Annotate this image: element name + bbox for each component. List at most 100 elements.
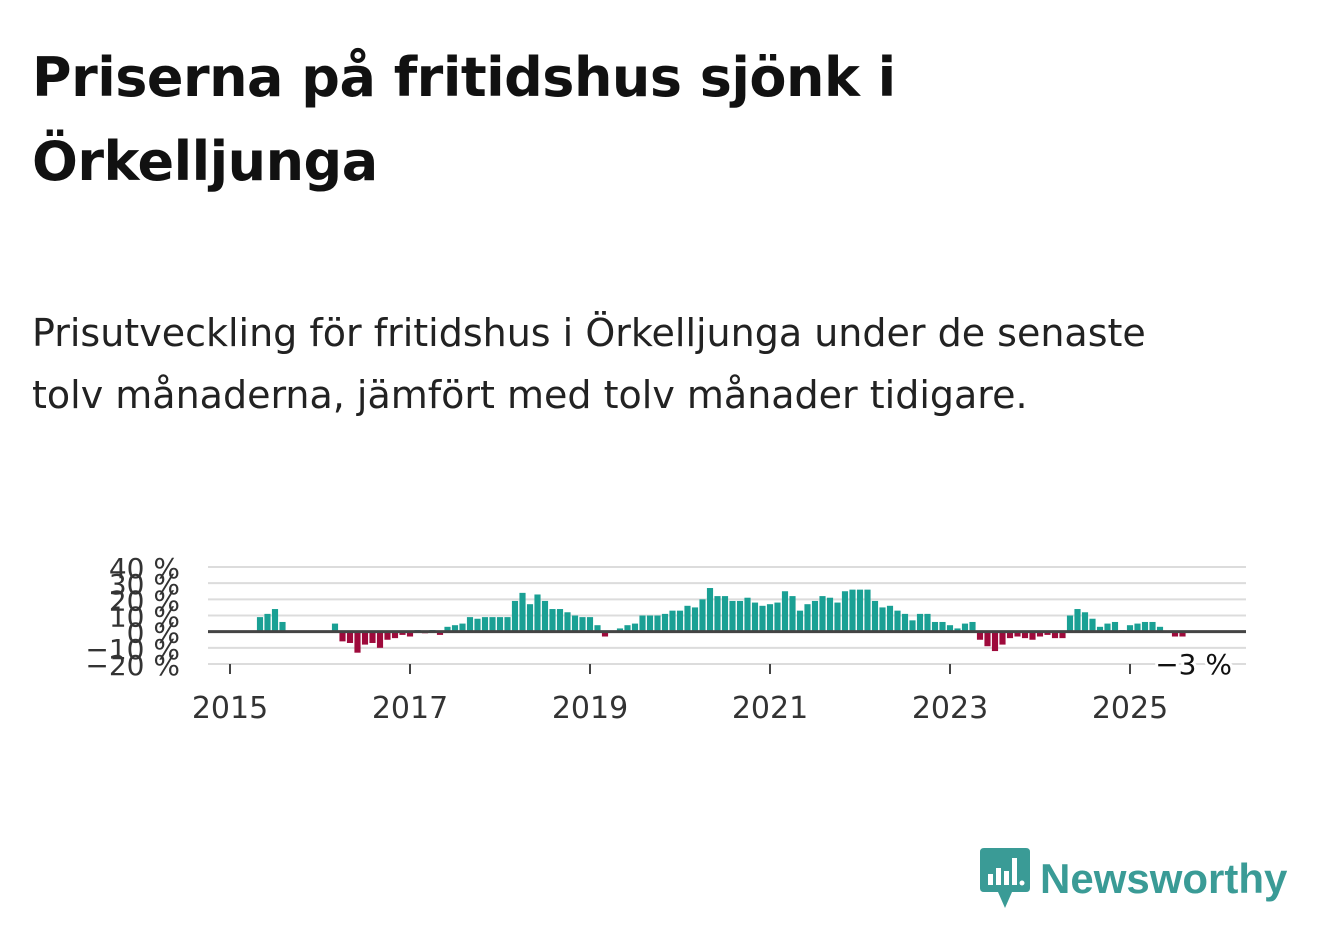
bar	[991, 631, 999, 652]
bar	[661, 613, 669, 632]
bar	[639, 615, 646, 632]
bar	[676, 610, 684, 632]
bar	[811, 600, 819, 632]
bar	[849, 589, 856, 632]
bar	[886, 605, 894, 632]
bar	[669, 610, 676, 632]
bar	[714, 596, 721, 632]
y-tick-label: 20 %	[109, 584, 180, 617]
bar	[391, 631, 399, 639]
y-tick-label: −20 %	[85, 649, 180, 682]
bar	[369, 631, 376, 643]
brand-name: Newsworthy	[1040, 855, 1288, 902]
bar	[1111, 621, 1119, 632]
x-tick-label: 2017	[372, 691, 448, 726]
x-tick-label: 2023	[912, 691, 988, 726]
bar	[924, 613, 931, 632]
bar	[879, 607, 886, 632]
bar	[601, 631, 609, 637]
bar	[1051, 631, 1059, 639]
bar	[706, 588, 714, 632]
bar	[256, 617, 264, 632]
bar	[339, 631, 346, 642]
bar	[1089, 618, 1096, 632]
bar	[406, 631, 414, 637]
bar	[1179, 631, 1186, 637]
bar	[916, 613, 924, 632]
bar	[931, 621, 939, 632]
bar	[271, 609, 279, 632]
bar	[691, 607, 699, 632]
bar	[826, 597, 834, 632]
bar	[751, 602, 759, 632]
bar	[864, 589, 871, 632]
bar	[774, 602, 781, 632]
bar	[346, 631, 354, 643]
bar	[1171, 631, 1179, 637]
x-tick-label: 2021	[732, 691, 808, 726]
bar	[474, 618, 481, 632]
bar	[496, 617, 504, 632]
y-tick-label: −10 %	[85, 633, 180, 666]
bar	[901, 613, 909, 632]
bar	[721, 596, 729, 632]
bar	[1014, 631, 1021, 637]
x-tick-label: 2019	[552, 691, 628, 726]
bar	[699, 599, 706, 632]
bar	[946, 625, 954, 632]
bar	[549, 609, 556, 632]
bar	[976, 631, 984, 640]
bar	[834, 602, 841, 632]
bar	[984, 631, 991, 647]
bar	[796, 610, 804, 632]
bar	[436, 631, 444, 635]
bar	[684, 605, 691, 632]
bar	[1059, 631, 1066, 639]
bar	[564, 612, 571, 632]
bar	[894, 610, 901, 632]
bar	[384, 631, 391, 640]
bar	[504, 617, 511, 632]
bar	[489, 617, 496, 632]
bar	[954, 628, 961, 632]
brand-logo: Newsworthy	[980, 848, 1287, 910]
bar	[571, 615, 579, 632]
bar	[1021, 631, 1029, 639]
bar	[354, 631, 361, 653]
bar	[1074, 609, 1081, 632]
bar	[744, 597, 751, 632]
bar	[1044, 631, 1051, 635]
bar	[1149, 621, 1156, 632]
bar	[594, 625, 601, 632]
bar	[534, 594, 541, 632]
bar	[616, 628, 624, 632]
y-tick-label: 30 %	[109, 568, 180, 601]
bar	[736, 600, 744, 632]
bar	[871, 600, 879, 632]
bar	[526, 604, 534, 632]
bar	[766, 604, 774, 632]
newsworthy-logo-icon	[980, 848, 1030, 908]
bar	[279, 621, 286, 632]
y-tick-label: 10 %	[109, 601, 180, 634]
bar	[264, 613, 271, 632]
bar	[459, 623, 466, 632]
bar	[541, 600, 549, 632]
bar	[399, 631, 406, 635]
bar	[1141, 621, 1149, 632]
bar	[969, 621, 976, 632]
bar	[519, 592, 526, 632]
bar	[1006, 631, 1014, 639]
chart-subtitle: Prisutveckling för fritidshus i Örkellju…	[32, 311, 1146, 417]
bar	[909, 620, 916, 632]
bar	[511, 600, 519, 632]
bar	[729, 600, 736, 632]
y-tick-label: 40 %	[109, 552, 180, 585]
bar-chart: 40 %30 %20 %10 %0 %−10 %−20 % 2015 2017 201…	[85, 552, 1246, 726]
bar	[1104, 623, 1111, 632]
bar	[819, 596, 826, 632]
bar	[451, 625, 459, 632]
bar	[1126, 625, 1134, 632]
bar	[466, 617, 474, 632]
bar	[579, 617, 586, 632]
